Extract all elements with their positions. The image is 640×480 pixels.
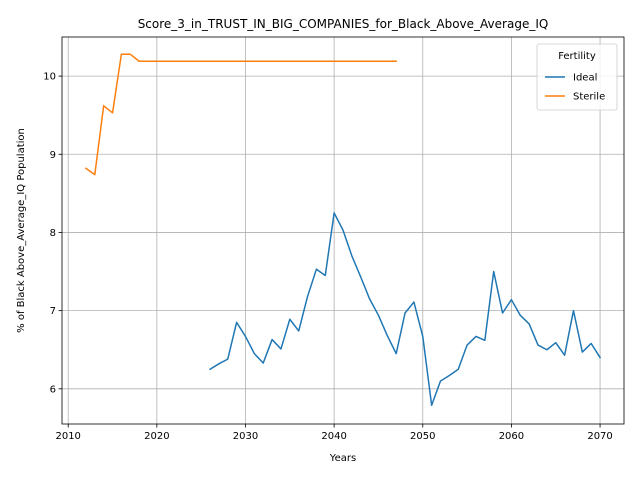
y-tick-label: 7 bbox=[50, 306, 56, 317]
legend-title: Fertility bbox=[558, 51, 596, 62]
legend-label-ideal: Ideal bbox=[573, 73, 597, 84]
axis-ticks: 2010 2020 2030 2040 2050 2060 2070 6 7 8 9 10 bbox=[43, 72, 613, 442]
y-tick-label: 10 bbox=[43, 72, 56, 83]
legend-label-sterile: Sterile bbox=[573, 92, 605, 103]
plot-frame bbox=[61, 36, 625, 425]
x-tick-label: 2070 bbox=[587, 431, 612, 442]
y-tick-label: 9 bbox=[50, 150, 56, 161]
chart-title: Score_3_in_TRUST_IN_BIG_COMPANIES_for_Bl… bbox=[138, 17, 549, 31]
y-axis-title: % of Black Above_Average_IQ Population bbox=[16, 128, 27, 333]
plot-series bbox=[84, 53, 602, 406]
series-line-sterile bbox=[84, 53, 397, 176]
legend-box bbox=[536, 43, 618, 111]
y-tick-label: 6 bbox=[50, 384, 56, 395]
x-tick-label: 2010 bbox=[55, 431, 80, 442]
x-tick-label: 2040 bbox=[321, 431, 346, 442]
y-tick-label: 8 bbox=[50, 228, 56, 239]
x-axis-title: Years bbox=[329, 453, 356, 464]
x-tick-label: 2050 bbox=[410, 431, 435, 442]
series-line-ideal bbox=[208, 212, 602, 406]
legend: Fertility Ideal Sterile bbox=[536, 43, 618, 111]
x-tick-label: 2030 bbox=[233, 431, 258, 442]
x-tick-label: 2020 bbox=[144, 431, 169, 442]
grid bbox=[62, 37, 624, 424]
legend-entries: Ideal Sterile bbox=[545, 73, 605, 103]
x-tick-label: 2060 bbox=[499, 431, 524, 442]
